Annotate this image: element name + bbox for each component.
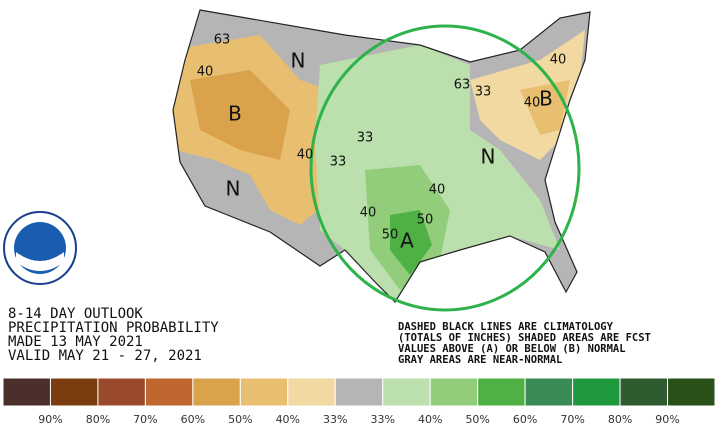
legend-swatch [429, 377, 479, 407]
legend-label: 80% [608, 413, 632, 426]
legend-label: 40% [418, 413, 442, 426]
legend-label: 90% [655, 413, 679, 426]
legend-swatch [334, 377, 384, 407]
legend-swatch [382, 377, 431, 407]
map-label: 40 [360, 206, 377, 221]
note-block: DASHED BLACK LINES ARE CLIMATOLOGY (TOTA… [398, 321, 651, 366]
map-label: B [228, 102, 242, 126]
map-label: N [226, 177, 241, 201]
map-label: 63 [454, 78, 471, 93]
map-label: 40 [297, 148, 314, 163]
legend-swatch [192, 377, 241, 407]
legend-label: 80% [86, 413, 110, 426]
legend-swatch [144, 377, 194, 407]
note-line: VALUES ABOVE (A) OR BELOW (B) NORMAL [398, 343, 626, 355]
map-label: N [291, 49, 306, 73]
legend-swatch [619, 377, 669, 407]
legend-label: 50% [465, 413, 489, 426]
highlight-ellipse [309, 24, 581, 312]
legend-swatch [477, 377, 526, 407]
map-label: 33 [475, 85, 492, 100]
note-line: DASHED BLACK LINES ARE CLIMATOLOGY [398, 321, 614, 333]
title-block: 8-14 DAY OUTLOOK PRECIPITATION PROBABILI… [8, 306, 219, 364]
legend-swatch [49, 377, 99, 407]
note-line: GRAY AREAS ARE NEAR-NORMAL [398, 354, 562, 366]
map-label: 50 [382, 228, 399, 243]
legend-swatch [97, 377, 146, 407]
us-outline [172, 9, 591, 303]
map-label: 40 [429, 183, 446, 198]
map-label: 50 [417, 213, 434, 228]
title-line: 8-14 DAY OUTLOOK [8, 306, 143, 322]
legend-label: 33% [323, 413, 347, 426]
legend-swatch [572, 377, 621, 407]
noaa-logo [3, 211, 77, 285]
map-label: B [539, 87, 553, 111]
legend-label: 40% [276, 413, 300, 426]
legend-label: 50% [228, 413, 252, 426]
map-label: N [481, 145, 496, 169]
legend-label: 60% [513, 413, 537, 426]
title-line: MADE 13 MAY 2021 [8, 334, 143, 350]
note-line: (TOTALS OF INCHES) SHADED AREAS ARE FCST [398, 332, 651, 344]
map-label: A [400, 229, 414, 253]
map-label: 33 [357, 131, 374, 146]
map-label: 40 [197, 65, 214, 80]
legend-swatch [667, 377, 716, 407]
title-line: VALID MAY 21 - 27, 2021 [8, 348, 202, 364]
legend-label: 33% [371, 413, 395, 426]
map-label: 40 [550, 53, 567, 68]
title-line: PRECIPITATION PROBABILITY [8, 320, 219, 336]
map-label: 33 [330, 155, 347, 170]
map-label: 40 [524, 96, 541, 111]
legend-swatch [239, 377, 289, 407]
legend-label: 90% [38, 413, 62, 426]
legend-swatch [524, 377, 574, 407]
legend-swatch [287, 377, 336, 407]
legend-swatch [2, 377, 51, 407]
legend-label: 70% [560, 413, 584, 426]
legend-label: 70% [133, 413, 157, 426]
map-label: 63 [214, 33, 231, 48]
legend-label: 60% [181, 413, 205, 426]
